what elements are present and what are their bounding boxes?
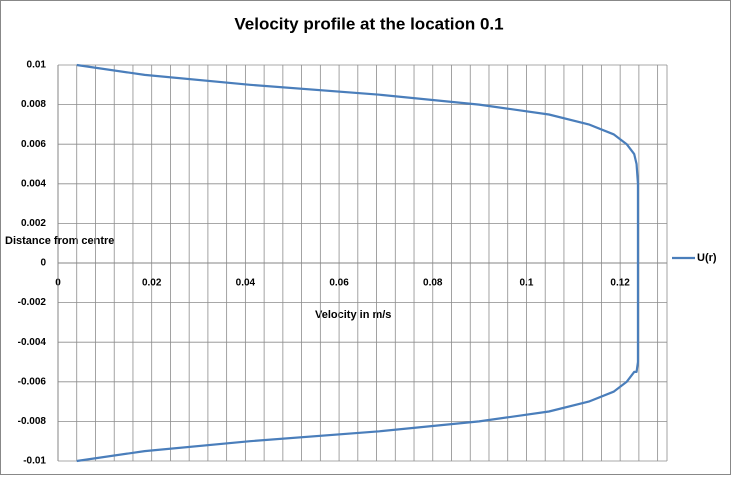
x-tick-label: 0.06	[329, 278, 349, 289]
x-tick-label: 0.08	[423, 278, 443, 289]
y-axis-label: Distance from centre	[5, 235, 114, 247]
x-tick-label: 0.04	[236, 278, 256, 289]
y-tick-label: 0.004	[21, 178, 46, 189]
chart-title: Velocity profile at the location 0.1	[234, 14, 503, 33]
x-tick-label: 0.12	[610, 278, 630, 289]
x-axis-label: Velocity in m/s	[315, 309, 391, 321]
y-tick-label: 0.01	[27, 60, 47, 71]
x-tick-label: 0.1	[520, 278, 534, 289]
y-tick-label: 0.002	[21, 218, 46, 229]
data-line	[76, 63, 640, 463]
y-tick-label: 0.006	[21, 139, 46, 150]
y-tick-label: -0.006	[18, 376, 47, 387]
y-tick-label: -0.002	[18, 297, 47, 308]
y-tick-label: -0.01	[23, 456, 46, 467]
y-tick-label: 0.008	[21, 99, 46, 110]
x-tick-label: 0.02	[142, 278, 162, 289]
y-tick-label: 0	[40, 258, 46, 269]
y-tick-label: -0.008	[18, 416, 47, 427]
legend-label: U(r)	[697, 252, 717, 264]
y-tick-label: -0.004	[18, 337, 47, 348]
